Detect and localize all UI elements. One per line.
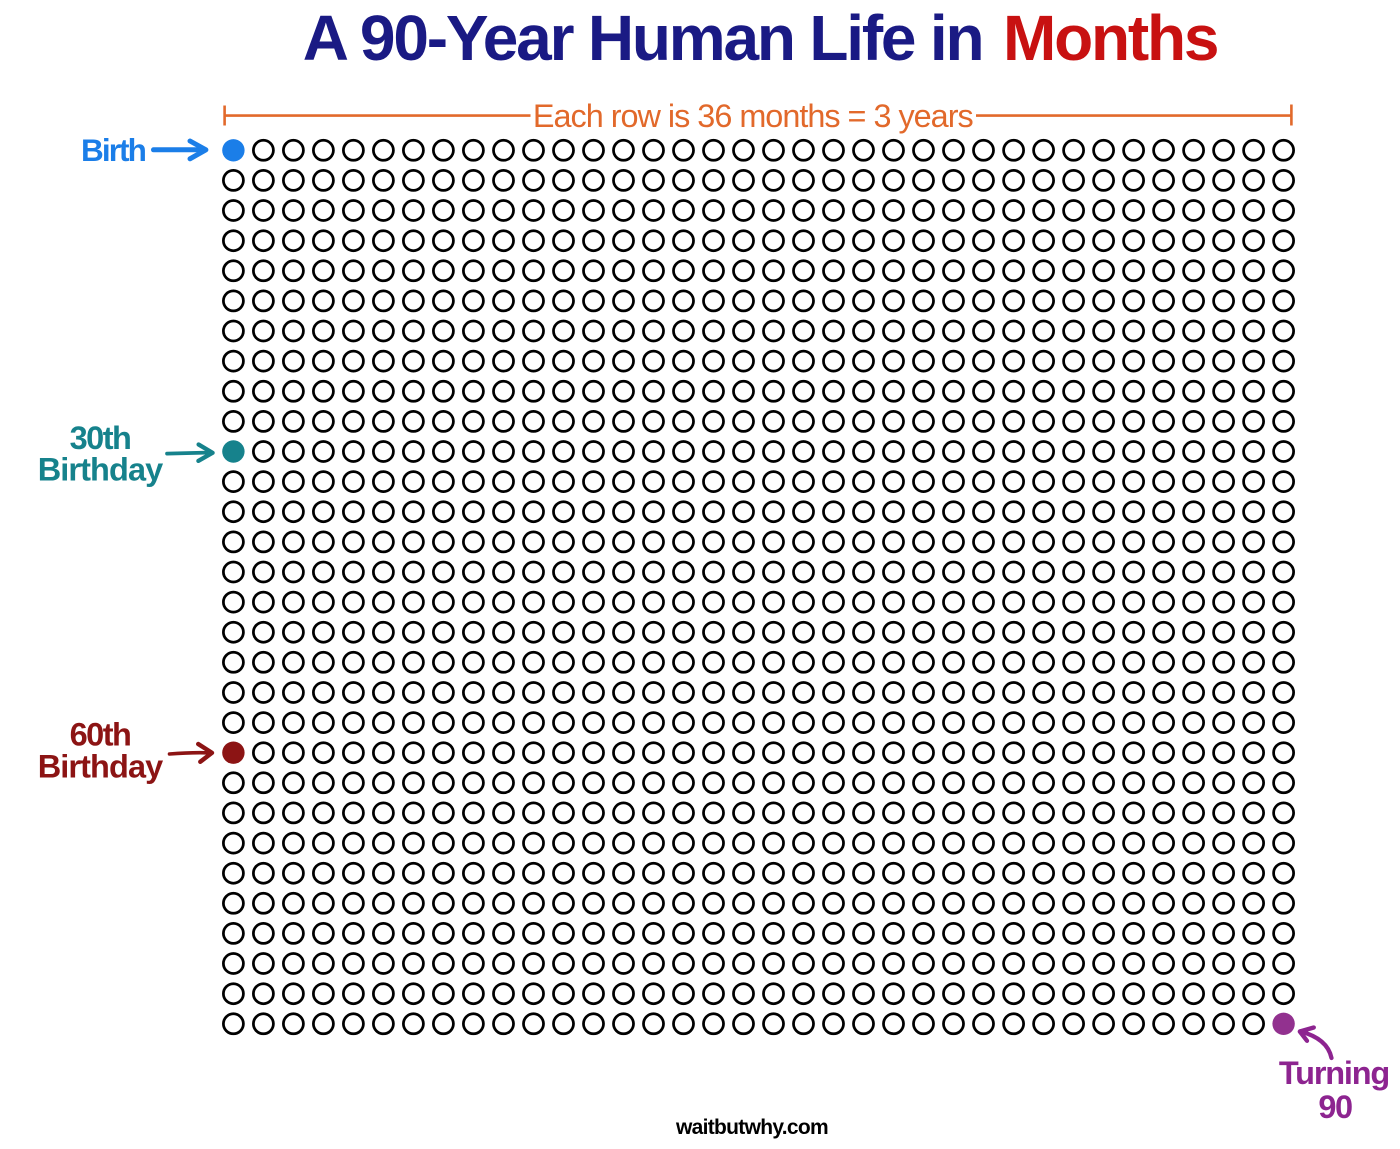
svg-text:Birthday: Birthday [38, 749, 163, 785]
svg-text:Birthday: Birthday [38, 452, 163, 488]
svg-text:30th: 30th [70, 420, 131, 456]
svg-text:Birth: Birth [81, 132, 146, 168]
svg-text:Each row is 36 months = 3 year: Each row is 36 months = 3 years [533, 98, 974, 134]
svg-text:A 90-Year Human Life in Months: A 90-Year Human Life in Months [303, 2, 1218, 74]
svg-text:60th: 60th [70, 717, 131, 753]
svg-text:Turning: Turning [1279, 1055, 1389, 1091]
svg-text:90: 90 [1318, 1089, 1352, 1125]
svg-text:waitbutwhy.com: waitbutwhy.com [675, 1116, 828, 1139]
